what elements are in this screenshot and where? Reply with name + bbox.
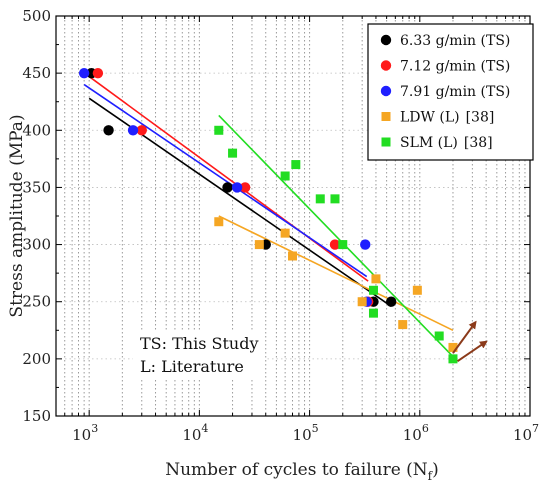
trend-line-2 [83,83,368,278]
point-series-3 [288,251,298,261]
legend-label-3: LDW (L) [38] [400,110,494,126]
point-series-0 [103,125,114,136]
point-series-4 [368,308,378,318]
point-series-4 [338,240,348,250]
point-series-4 [291,160,301,170]
runout-arrows [452,320,488,362]
legend-name: 7.91 g/min (TS) [400,84,510,100]
point-series-4 [280,171,290,181]
y-tick-label: 350 [22,178,51,196]
point-series-3 [448,342,458,352]
legend-ref: [38] [466,110,495,126]
legend-name: 6.33 g/min (TS) [400,33,510,49]
y-tick-label: 400 [22,121,51,139]
point-series-3 [214,217,224,227]
y-tick-label: 500 [22,7,51,25]
point-series-3 [371,274,381,284]
legend-label-2: 7.91 g/min (TS) [400,84,510,100]
y-tick-label: 450 [22,64,51,82]
x-tick-label: 106 [403,422,429,444]
point-series-4 [315,194,325,204]
point-series-4 [214,125,224,135]
trend-line-1 [88,75,369,282]
y-tick-label: 250 [22,293,51,311]
legend-label-1: 7.12 g/min (TS) [400,59,510,75]
legend-box [367,23,534,161]
point-series-2 [231,182,243,193]
point-series-1 [239,182,251,193]
point-series-2 [78,67,90,79]
legend-ref: [38] [464,135,493,151]
point-series-1 [329,239,341,250]
point-series-3 [412,285,422,295]
annotation-box: TS: This Study L: Literature [133,330,265,378]
point-series-0 [385,296,397,307]
point-series-4 [368,285,378,295]
y-tick-label: 200 [22,350,51,368]
legend-marker-2 [380,85,392,97]
point-series-3 [280,228,290,238]
x-tick-label: 105 [293,422,319,444]
runout-arrow [456,340,488,362]
point-series-3 [357,297,367,307]
legend: 6.33 g/min (TS) 7.12 g/min (TS) 7.91 g/min… [367,23,534,161]
x-axis-title-close: ) [432,460,439,480]
x-tick-label: 104 [182,422,208,444]
legend-marker-4 [381,137,391,147]
point-series-4 [330,194,340,204]
trend-line-4 [218,114,454,358]
x-axis-title-main: Number of cycles to failure (N [165,460,428,480]
annotation-background [133,330,265,378]
point-series-4 [228,148,238,158]
legend-marker-0 [380,34,392,46]
legend-name: SLM (L) [400,135,458,151]
point-series-4 [434,331,444,341]
point-series-0 [222,182,233,193]
runout-arrow [452,320,477,354]
annotation-l: L: Literature [140,357,244,376]
point-series-2 [360,239,371,250]
legend-marker-1 [380,60,392,71]
x-tick-label: 107 [513,422,539,444]
legend-marker-3 [381,112,391,121]
x-axis-title-subscript: f [428,469,434,483]
point-series-1 [136,125,147,136]
x-axis-title: Number of cycles to failure (Nf) [165,460,439,483]
annotation-ts: TS: This Study [140,334,258,353]
point-series-3 [398,320,408,330]
legend-label-0: 6.33 g/min (TS) [400,33,510,49]
legend-name: 7.12 g/min (TS) [400,59,510,75]
point-series-1 [92,67,104,79]
axis-ticks: 150 200 250 300 350 400 450 500 103 104 105 106 107 [22,7,539,444]
legend-label-4: SLM (L) [38] [400,135,493,151]
trend-line-3 [218,215,454,332]
y-tick-label: 150 [22,407,51,425]
point-series-3 [254,240,264,250]
y-axis-title: Stress amplitude (MPa) [7,114,27,317]
point-series-4 [448,354,458,364]
point-series-2 [127,125,139,136]
data-points [78,67,458,364]
x-tick-label: 103 [72,422,98,444]
legend-name: LDW (L) [400,110,460,126]
y-tick-label: 300 [22,236,51,254]
